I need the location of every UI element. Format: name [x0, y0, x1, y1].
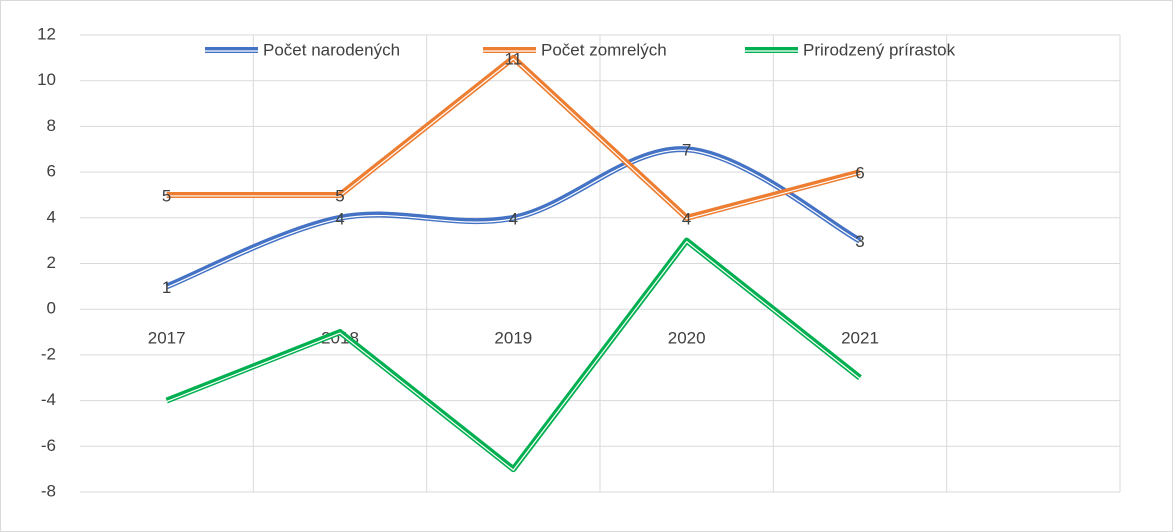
series-line [166, 54, 861, 221]
data-label: 4 [682, 209, 691, 228]
y-tick-label: 12 [37, 24, 56, 43]
data-label: 5 [162, 186, 171, 205]
y-tick-label: 2 [47, 253, 56, 272]
data-label: 1 [162, 278, 171, 297]
y-tick-label: 10 [37, 70, 56, 89]
data-label: 7 [682, 141, 691, 160]
data-label: 4 [335, 209, 344, 228]
series-line-highlight [166, 240, 861, 472]
x-tick-label: 2020 [668, 329, 706, 348]
series-line [165, 146, 862, 290]
y-tick-label: -2 [41, 344, 56, 363]
x-tick-label: 2019 [494, 329, 532, 348]
data-label: 11 [505, 49, 523, 68]
x-tick-label: 2021 [841, 329, 879, 348]
y-tick-label: -8 [41, 481, 56, 500]
legend-label: Prirodzený prírastok [803, 40, 956, 59]
y-tick-label: -6 [41, 436, 56, 455]
data-label: 6 [855, 164, 864, 183]
data-label: 3 [855, 232, 864, 251]
y-tick-label: 4 [47, 207, 56, 226]
legend-label: Počet zomrelých [541, 40, 667, 59]
data-label: 5 [335, 186, 344, 205]
y-tick-label: -4 [41, 390, 56, 409]
series-line-highlight [166, 58, 861, 220]
x-tick-label: 2017 [148, 329, 186, 348]
legend-label: Počet narodených [263, 40, 400, 59]
data-label: 4 [509, 209, 518, 228]
series-line [165, 237, 862, 473]
y-tick-label: 0 [47, 299, 56, 318]
series-line-highlight [166, 149, 861, 288]
y-tick-label: 8 [47, 116, 56, 135]
y-tick-label: 6 [47, 162, 56, 181]
